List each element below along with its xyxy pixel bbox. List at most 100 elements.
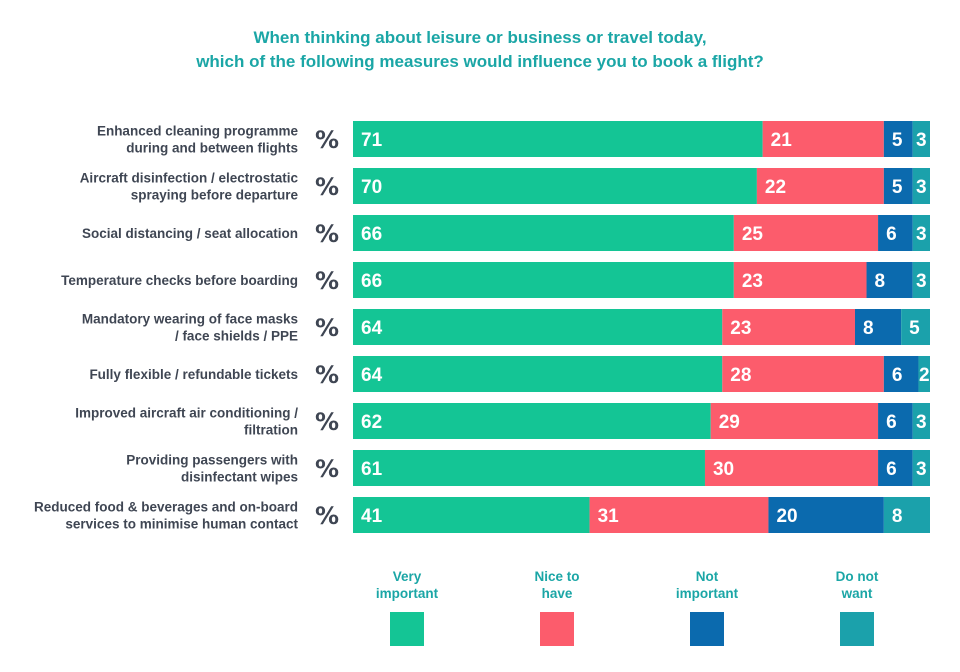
bar-row: Reduced food & beverages and on-board ser… — [34, 497, 930, 533]
legend-swatch — [390, 612, 424, 646]
bar-row: Temperature checks before boarding% 66 23 8… — [61, 262, 930, 298]
legend-item: Very important — [347, 568, 467, 646]
legend-item: Nice to have — [497, 568, 617, 646]
data-label: 66 — [361, 224, 382, 245]
bar-segment — [912, 403, 930, 439]
data-label: 66 — [361, 271, 382, 292]
percent-symbol: % — [315, 455, 339, 483]
bar-row: Aircraft disinfection / electrostatic spr… — [80, 168, 930, 204]
bar-segment — [733, 262, 867, 298]
legend-label: Not important — [675, 569, 739, 601]
data-label: 41 — [361, 506, 383, 527]
category-label: Providing passengers with disinfectant wi… — [126, 453, 298, 485]
legend-swatch — [540, 612, 574, 646]
percent-symbol: % — [315, 502, 339, 530]
bar-segment — [912, 262, 930, 298]
bar-segment — [353, 450, 705, 486]
bar-row: Providing passengers with disinfectant wi… — [126, 450, 930, 486]
percent-symbol: % — [315, 361, 339, 389]
legend-label: Very important — [375, 569, 439, 601]
data-label: 6 — [886, 224, 897, 245]
data-label: 62 — [361, 412, 382, 433]
data-label: 25 — [742, 224, 764, 245]
bar-segment — [353, 403, 711, 439]
bar-segment — [768, 497, 884, 533]
data-label: 8 — [892, 506, 903, 527]
data-label: 8 — [875, 271, 886, 292]
percent-symbol: % — [315, 267, 339, 295]
data-label: 3 — [916, 412, 927, 433]
bar-row: Fully flexible / refundable tickets% 64 28… — [89, 356, 930, 392]
legend-item: Not important — [647, 568, 767, 646]
bar-segment — [866, 262, 913, 298]
data-label: 31 — [598, 506, 620, 527]
legend-label: Nice to have — [534, 569, 580, 601]
category-label: Reduced food & beverages and on-board ser… — [34, 500, 299, 532]
chart-title: When thinking about leisure or business … — [0, 26, 960, 74]
data-label: 22 — [765, 177, 786, 198]
bar-segment — [912, 121, 930, 157]
data-label: 5 — [892, 177, 903, 198]
bar-segment — [762, 121, 884, 157]
data-label: 71 — [361, 130, 383, 151]
bar-segment — [722, 309, 855, 345]
bar-segment — [883, 356, 919, 392]
bar-segment — [353, 262, 734, 298]
bar-segment — [878, 403, 913, 439]
bar-segment — [912, 168, 930, 204]
bar-segment — [883, 497, 930, 533]
data-label: 3 — [916, 130, 927, 151]
data-label: 2 — [919, 365, 930, 386]
bar-segment — [353, 309, 723, 345]
data-label: 64 — [361, 365, 383, 386]
category-label: Enhanced cleaning programme during and be… — [97, 124, 299, 156]
category-label: Mandatory wearing of face masks / face sh… — [82, 312, 298, 344]
chart-title-line-2: which of the following measures would in… — [196, 52, 764, 71]
bar-segment — [878, 215, 913, 251]
data-label: 23 — [730, 318, 751, 339]
bar-segment — [901, 309, 930, 345]
data-label: 64 — [361, 318, 383, 339]
bar-segment — [710, 403, 879, 439]
data-label: 28 — [730, 365, 751, 386]
bar-segment — [722, 356, 884, 392]
bar-segment — [733, 215, 879, 251]
bar-segment — [353, 356, 723, 392]
bar-segment — [353, 168, 757, 204]
data-label: 3 — [916, 224, 927, 245]
stacked-bar-chart: Enhanced cleaning programme during and be… — [34, 121, 930, 533]
data-label: 20 — [776, 506, 797, 527]
bar-segment — [883, 121, 913, 157]
bar-row: Improved aircraft air conditioning / filt… — [75, 403, 930, 439]
bar-segment — [912, 215, 930, 251]
data-label: 70 — [361, 177, 382, 198]
chart-title-line-1: When thinking about leisure or business … — [253, 28, 707, 47]
category-label: Improved aircraft air conditioning / filt… — [75, 406, 298, 438]
legend-item: Do not want — [797, 568, 917, 646]
bar-segment — [854, 309, 902, 345]
bar-segment — [353, 497, 590, 533]
data-label: 5 — [909, 318, 920, 339]
bar-row: Mandatory wearing of face masks / face sh… — [82, 309, 930, 345]
bar-segment — [883, 168, 913, 204]
data-label: 29 — [719, 412, 740, 433]
percent-symbol: % — [315, 220, 339, 248]
bar-segment — [589, 497, 769, 533]
data-label: 3 — [916, 177, 927, 198]
category-label: Social distancing / seat allocation — [82, 226, 298, 241]
percent-symbol: % — [315, 173, 339, 201]
bar-segment — [353, 121, 763, 157]
category-label: Aircraft disinfection / electrostatic spr… — [80, 171, 299, 203]
data-label: 6 — [886, 412, 897, 433]
bar-segment — [704, 450, 879, 486]
data-label: 8 — [863, 318, 874, 339]
category-label: Temperature checks before boarding — [61, 273, 298, 288]
data-label: 23 — [742, 271, 763, 292]
data-label: 3 — [916, 459, 927, 480]
percent-symbol: % — [315, 408, 339, 436]
bar-row: Enhanced cleaning programme during and be… — [97, 121, 930, 157]
chart-legend: Very important Nice to have Not important D… — [0, 568, 960, 658]
percent-symbol: % — [315, 314, 339, 342]
data-label: 6 — [892, 365, 903, 386]
data-label: 61 — [361, 459, 383, 480]
